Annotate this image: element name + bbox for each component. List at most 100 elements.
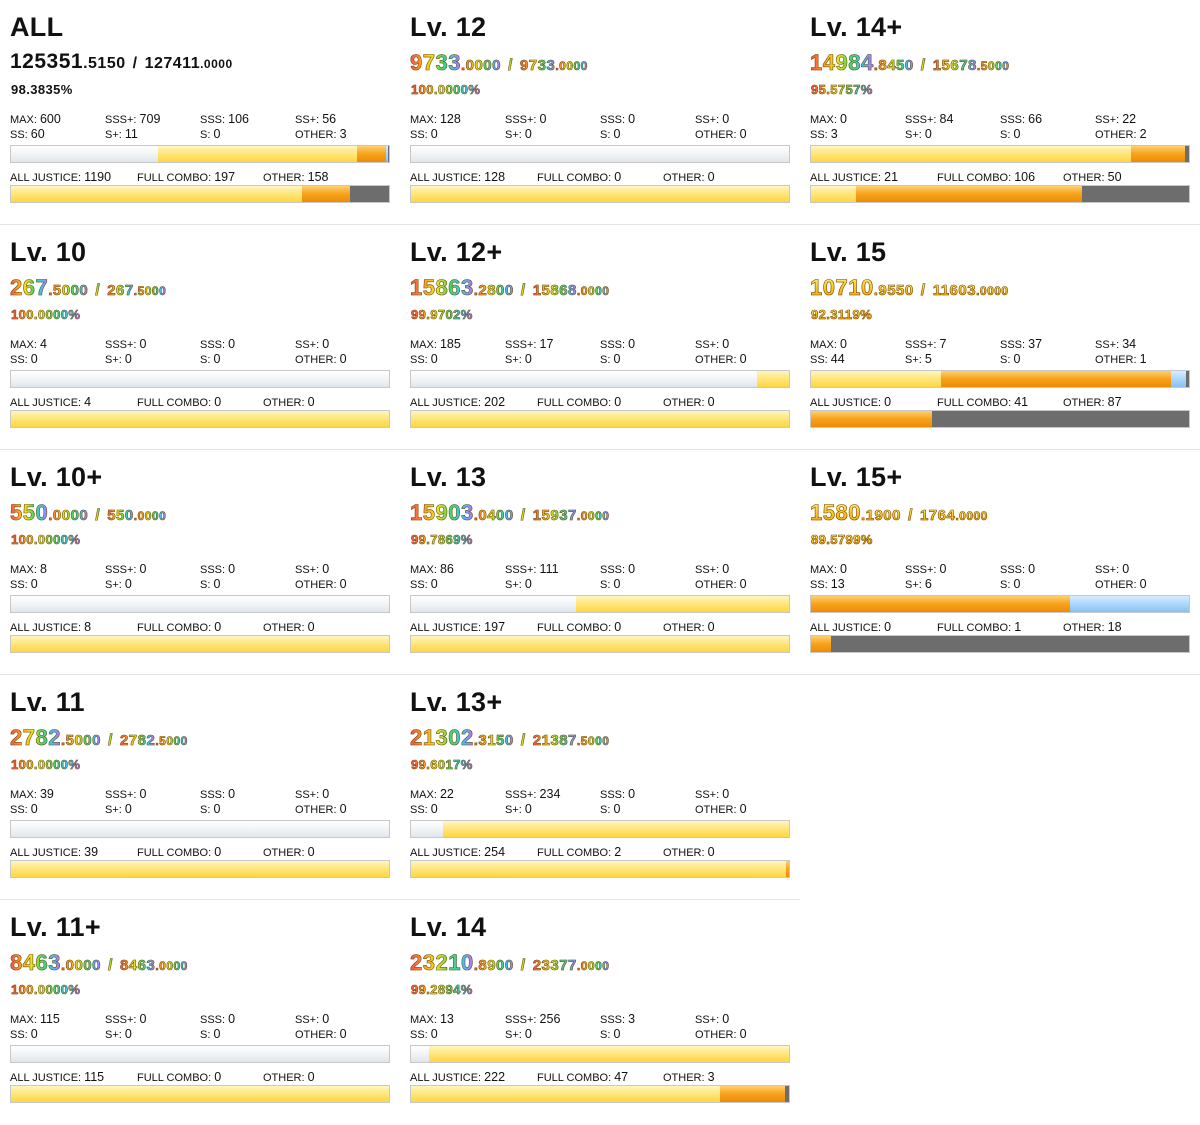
ss-count-value: 0: [30, 1027, 38, 1041]
bar-segment-ss-plus: [940, 371, 1042, 387]
max-count-label: MAX:: [10, 114, 40, 126]
s-count-label: S:: [600, 1029, 614, 1041]
ss-plus-count-label: SS+:: [695, 114, 723, 126]
full-combo-count: FULL COMBO: 197: [137, 170, 235, 184]
rank-distribution-bar: [410, 1045, 790, 1063]
score-separator: /: [514, 507, 533, 525]
score-decimal: .5000: [48, 282, 89, 300]
score-decimal: .5150: [83, 55, 126, 72]
score-line: 2782.5000/2782.5000: [10, 725, 188, 751]
bar-segment-max: [11, 371, 389, 387]
ss-plus-count-label: SS+:: [295, 114, 323, 126]
sss-plus-count-value: 709: [139, 112, 161, 126]
score-line: 8463.0000/8463.0000: [10, 950, 188, 976]
full-combo-count-label: FULL COMBO:: [937, 622, 1015, 634]
max-count: MAX: 0: [810, 562, 847, 576]
max-count-value: 22: [439, 787, 454, 801]
s-plus-count-value: 0: [524, 802, 532, 816]
s-plus-count-label: S+:: [505, 354, 525, 366]
ss-count-label: SS:: [410, 129, 431, 141]
max-count-value: 185: [439, 337, 461, 351]
score-separator: /: [514, 732, 533, 750]
score-separator: /: [101, 732, 120, 750]
full-combo-count: FULL COMBO: 0: [137, 395, 221, 409]
sss-count-label: SSS:: [200, 339, 229, 351]
combo-other-count-label: OTHER:: [663, 397, 708, 409]
sss-count: SSS: 0: [600, 787, 635, 801]
s-count: S: 0: [200, 352, 220, 366]
score-separator: /: [914, 282, 933, 300]
max-count-label: MAX:: [810, 114, 840, 126]
s-plus-count-label: S+:: [105, 354, 125, 366]
ss-plus-count-label: SS+:: [1095, 564, 1123, 576]
bar-segment-all-justice: [411, 636, 789, 652]
full-combo-count-label: FULL COMBO:: [537, 397, 615, 409]
ss-count: SS: 13: [810, 577, 845, 591]
bar-segment-s-plus: [1069, 596, 1189, 612]
ss-plus-count: SS+: 0: [695, 787, 729, 801]
bar-segment-sss: [331, 146, 358, 162]
score-integer: 2782: [10, 725, 61, 751]
other-count-label: OTHER:: [1095, 354, 1140, 366]
full-combo-count-value: 0: [614, 395, 622, 409]
max-count-label: MAX:: [410, 1014, 440, 1026]
ss-count-value: 60: [30, 127, 45, 141]
combo-other-count: OTHER: 3: [663, 1070, 715, 1084]
bar-segment-max: [11, 1046, 389, 1062]
s-plus-count-value: 0: [124, 802, 132, 816]
level-title: Lv. 15+: [810, 462, 903, 492]
full-combo-count-value: 0: [614, 170, 622, 184]
combo-other-count-label: OTHER:: [1063, 397, 1108, 409]
score-integer: 9733: [410, 50, 461, 76]
sss-count: SSS: 37: [1000, 337, 1042, 351]
level-panel: Lv. 12+ 15863.2800/15868.0000 99.9702% MAX:…: [400, 225, 800, 450]
sss-count-value: 0: [628, 337, 636, 351]
ss-count-value: 44: [830, 352, 845, 366]
bar-segment-other: [388, 146, 389, 162]
max-count: MAX: 600: [10, 112, 61, 126]
all-justice-count: ALL JUSTICE: 21: [810, 170, 898, 184]
s-count-value: 0: [613, 577, 621, 591]
score-separator: /: [132, 55, 138, 72]
sss-count-value: 66: [1028, 112, 1043, 126]
s-plus-count-label: S+:: [905, 354, 925, 366]
max-count-label: MAX:: [410, 114, 440, 126]
max-count: MAX: 128: [410, 112, 461, 126]
sss-count-label: SSS:: [200, 1014, 229, 1026]
achievement-percent: 100.0000%: [411, 82, 481, 98]
all-justice-count-value: 1190: [84, 170, 112, 184]
full-combo-count-label: FULL COMBO:: [137, 1072, 215, 1084]
all-justice-count-label: ALL JUSTICE:: [10, 1072, 85, 1084]
sss-count: SSS: 0: [200, 562, 235, 576]
sss-count: SSS: 0: [600, 337, 635, 351]
max-count-label: MAX:: [10, 339, 40, 351]
panel-divider: [400, 899, 800, 900]
max-count: MAX: 8: [10, 562, 47, 576]
level-panel: Lv. 13 15903.0400/15937.0000 99.7869% MAX: …: [400, 450, 800, 675]
s-plus-count: S+: 11: [105, 127, 138, 141]
sss-plus-count-value: 7: [939, 337, 947, 351]
combo-distribution-bar: [810, 185, 1190, 203]
max-count-label: MAX:: [10, 1014, 40, 1026]
combo-distribution-bar: [10, 635, 390, 653]
other-count-value: 3: [339, 127, 347, 141]
full-combo-count: FULL COMBO: 47: [537, 1070, 628, 1084]
sss-plus-count: SSS+: 0: [105, 787, 147, 801]
sss-count: SSS: 0: [200, 337, 235, 351]
max-score-integer: 8463: [119, 957, 156, 975]
ss-plus-count: SS+: 22: [1095, 112, 1136, 126]
s-plus-count: S+: 0: [105, 352, 132, 366]
level-panel: Lv. 14+ 14984.8450/15678.5000 95.5757% MAX:…: [800, 0, 1200, 225]
combo-other-count: OTHER: 50: [1063, 170, 1122, 184]
full-combo-count-label: FULL COMBO:: [937, 172, 1015, 184]
sss-count-label: SSS:: [1000, 114, 1029, 126]
other-count-value: 0: [739, 1027, 747, 1041]
sss-count: SSS: 0: [600, 562, 635, 576]
panel-divider: [0, 449, 400, 450]
sss-count-value: 0: [628, 787, 636, 801]
ss-plus-count-label: SS+:: [295, 789, 323, 801]
s-count-value: 0: [613, 802, 621, 816]
level-title: Lv. 12+: [410, 237, 503, 267]
all-justice-count: ALL JUSTICE: 197: [410, 620, 505, 634]
max-count-value: 600: [39, 112, 61, 126]
